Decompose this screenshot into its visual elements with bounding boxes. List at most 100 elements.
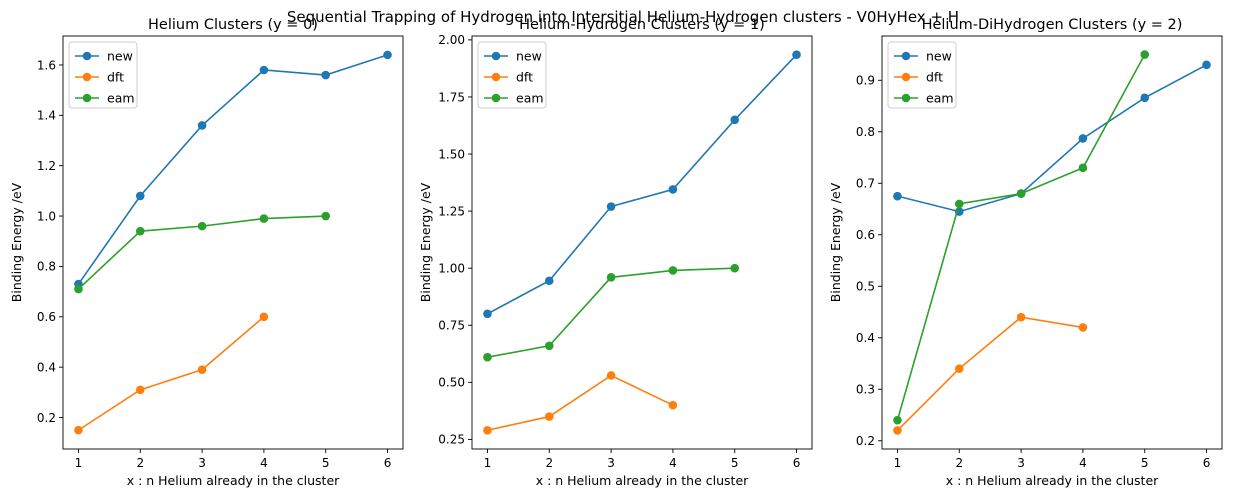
x-tick-label: 4 <box>669 456 677 470</box>
series-line-new <box>77 54 388 285</box>
y-tick-label: 2.00 <box>438 33 465 47</box>
legend-marker-dft <box>491 72 501 82</box>
chart-panel-1: Helium Clusters (y = 0) 1 2 3 4 5 6 0.2 0.4 0.6 0.… <box>9 17 404 488</box>
x-tick-label: 4 <box>1079 456 1087 470</box>
data-point-new <box>197 121 207 130</box>
chart-panel-2: Helium-Hydrogen Clusters (y = 1) 1 2 3 4 5 6 0.… <box>418 17 813 488</box>
y-tick-label: 0.4 <box>856 331 875 345</box>
x-tick-label: 3 <box>1017 456 1025 470</box>
legend-marker-new <box>491 51 501 61</box>
x-tick-label: 2 <box>545 456 553 470</box>
data-point-eam <box>135 226 145 236</box>
y-axis-label: Binding Energy /eV <box>9 182 24 302</box>
y-tick-label: 1.75 <box>438 90 465 104</box>
data-point-dft <box>606 371 616 380</box>
series-line-new <box>897 64 1207 213</box>
legend-label-eam: eam <box>516 91 544 106</box>
chart-legend: new dft eam <box>887 41 957 109</box>
y-tick-label: 0.6 <box>856 228 875 242</box>
y-tick-label: 1.2 <box>37 159 56 173</box>
x-tick-label: 2 <box>955 456 963 470</box>
legend-label-new: new <box>926 49 952 64</box>
data-point-dft <box>668 400 678 410</box>
legend-label-dft: dft <box>107 70 124 85</box>
data-point-dft <box>544 412 554 421</box>
data-point-eam <box>668 266 678 275</box>
data-point-dft <box>197 365 207 374</box>
y-axis-label: Binding Energy /eV <box>418 182 433 302</box>
y-tick-label: 1.25 <box>438 204 465 218</box>
y-tick-label: 0.3 <box>856 383 875 397</box>
x-tick-label: 5 <box>1141 456 1149 470</box>
data-point-new <box>668 185 678 194</box>
data-point-eam <box>893 415 902 425</box>
data-point-eam <box>730 263 740 273</box>
axes-frame <box>881 35 1223 450</box>
y-tick-label: 0.75 <box>438 319 465 333</box>
data-point-dft <box>74 425 83 435</box>
data-point-new <box>321 70 331 80</box>
legend-label-dft: dft <box>926 70 943 85</box>
y-tick-label: 0.8 <box>37 260 56 274</box>
legend-label-eam: eam <box>107 91 135 106</box>
y-tick-label: 0.25 <box>438 433 465 447</box>
data-point-dft <box>893 426 902 435</box>
data-point-eam <box>544 341 554 351</box>
axes-frame <box>471 35 813 450</box>
data-point-new <box>1078 134 1088 143</box>
legend-marker-eam <box>901 93 911 103</box>
y-tick-label: 0.4 <box>37 360 56 374</box>
x-tick-label: 1 <box>484 456 492 470</box>
legend-marker-dft <box>82 72 92 82</box>
x-tick-label: 1 <box>75 456 83 470</box>
y-tick-label: 1.00 <box>438 261 465 275</box>
data-point-eam <box>259 214 269 223</box>
x-axis-label: x : n Helium already in the cluster <box>536 473 749 488</box>
y-tick-label: 0.50 <box>438 376 465 390</box>
x-tick-label: 3 <box>198 456 206 470</box>
legend-label-dft: dft <box>516 70 533 85</box>
chart-panel-3: Helium-DiHydrogen Clusters (y = 2) 1 2 3 4 5 6… <box>828 17 1223 488</box>
y-tick-label: 1.0 <box>37 209 56 223</box>
data-point-dft <box>483 425 492 435</box>
data-point-eam <box>606 273 616 282</box>
y-tick-label: 0.6 <box>37 310 56 324</box>
data-point-eam <box>74 284 83 294</box>
data-point-dft <box>1016 312 1026 322</box>
data-point-eam <box>321 211 331 221</box>
data-point-new <box>383 50 392 60</box>
y-tick-label: 0.7 <box>856 177 875 191</box>
y-tick-label: 1.6 <box>37 58 56 72</box>
x-tick-label: 6 <box>1203 456 1211 470</box>
data-point-new <box>730 115 740 125</box>
data-point-eam <box>954 199 964 209</box>
series-line-new <box>487 54 798 315</box>
data-point-eam <box>197 221 207 231</box>
legend-label-new: new <box>516 49 542 64</box>
chart-title: Helium-DiHydrogen Clusters (y = 2) <box>922 17 1183 33</box>
data-point-new <box>1202 60 1211 70</box>
y-tick-label: 0.2 <box>37 411 56 425</box>
legend-marker-new <box>901 51 911 61</box>
legend-marker-dft <box>901 72 911 82</box>
axes-frame <box>62 35 404 450</box>
legend-label-eam: eam <box>926 91 954 106</box>
data-point-new <box>135 191 145 201</box>
data-point-new <box>1140 93 1150 103</box>
data-point-new <box>893 191 902 201</box>
data-point-dft <box>135 385 145 395</box>
y-axis-label: Binding Energy /eV <box>828 182 843 302</box>
legend-marker-eam <box>82 93 92 103</box>
x-tick-label: 5 <box>731 456 739 470</box>
x-axis-label: x : n Helium already in the cluster <box>946 473 1159 488</box>
y-tick-label: 0.2 <box>856 434 875 448</box>
data-point-new <box>259 65 269 75</box>
data-point-new <box>544 276 554 286</box>
y-tick-label: 1.4 <box>37 109 56 123</box>
data-point-dft <box>259 312 269 322</box>
y-tick-label: 0.5 <box>856 280 875 294</box>
series-line-eam <box>896 54 1146 421</box>
chart-title: Helium-Hydrogen Clusters (y = 1) <box>519 17 765 33</box>
data-point-dft <box>1078 323 1088 332</box>
